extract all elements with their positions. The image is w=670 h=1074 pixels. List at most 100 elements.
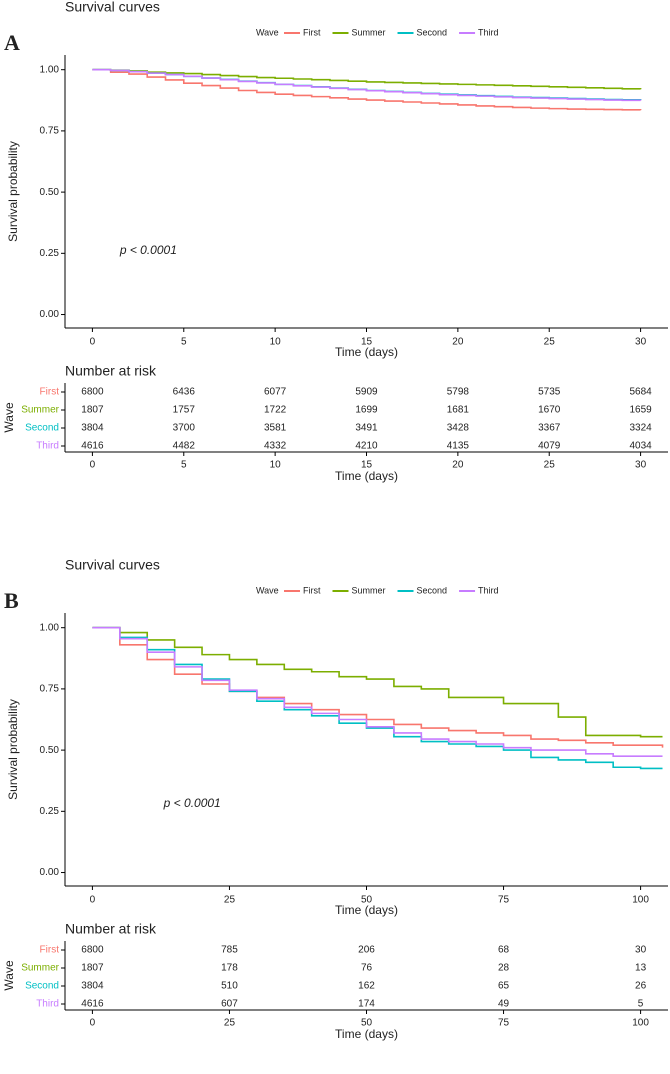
risk-count: 1681 [447, 405, 470, 416]
risk-count: 1807 [81, 963, 104, 974]
risk-count: 5 [638, 999, 644, 1010]
risk-count: 3491 [355, 423, 378, 434]
table-row-label: Second [25, 981, 59, 992]
risk-count: 4135 [447, 441, 470, 452]
table-x-tick-label: 50 [361, 1018, 373, 1029]
risk-count: 5909 [355, 387, 378, 398]
table-x-tick-label: 75 [498, 1018, 510, 1029]
risk-count: 510 [221, 981, 238, 992]
survival-curve [92, 626, 663, 738]
risk-count: 13 [635, 963, 647, 974]
table-x-tick-label: 10 [270, 460, 282, 471]
y-tick-label: 0.25 [40, 806, 60, 817]
x-tick-label: 30 [635, 337, 647, 348]
table-x-tick-label: 0 [90, 460, 96, 471]
risk-count: 607 [221, 999, 238, 1010]
risk-count: 174 [358, 999, 375, 1010]
y-tick-label: 0.75 [40, 126, 60, 137]
y-tick-label: 0.75 [40, 684, 60, 695]
x-tick-label: 0 [90, 337, 96, 348]
risk-count: 28 [498, 963, 510, 974]
risk-count: 1757 [173, 405, 196, 416]
legend-label: Third [478, 585, 499, 595]
risk-count: 68 [498, 945, 510, 956]
table-x-tick-label: 100 [632, 1018, 649, 1029]
p-value-annotation: p < 0.0001 [119, 243, 177, 257]
risk-count: 4616 [81, 441, 104, 452]
risk-count: 4034 [629, 441, 652, 452]
table-row-label: Summer [21, 405, 59, 416]
risk-count: 49 [498, 999, 510, 1010]
risk-count: 5735 [538, 387, 561, 398]
x-tick-label: 50 [361, 895, 373, 906]
risk-count: 162 [358, 981, 375, 992]
table-x-tick-label: 30 [635, 460, 647, 471]
risk-count: 65 [498, 981, 510, 992]
legend-label: Second [417, 27, 448, 37]
risk-count: 3324 [629, 423, 652, 434]
risk-count: 4482 [173, 441, 196, 452]
y-tick-label: 0.50 [40, 187, 60, 198]
table-row-label: Second [25, 423, 59, 434]
x-tick-label: 20 [452, 337, 464, 348]
x-tick-label: 0 [90, 895, 96, 906]
risk-count: 1659 [629, 405, 652, 416]
risk-count: 6436 [173, 387, 196, 398]
table-x-axis-label: Time (days) [335, 1027, 398, 1041]
risk-count: 3367 [538, 423, 561, 434]
x-tick-label: 5 [181, 337, 187, 348]
risk-count: 76 [361, 963, 373, 974]
x-tick-label: 15 [361, 337, 373, 348]
x-tick-label: 75 [498, 895, 510, 906]
survival-curve [92, 68, 642, 90]
legend-label: Summer [352, 27, 386, 37]
table-x-tick-label: 0 [90, 1018, 96, 1029]
chart-title: Survival curves [65, 557, 160, 573]
table-row-label: Third [36, 999, 59, 1010]
risk-count: 5798 [447, 387, 470, 398]
y-axis-label: Survival probability [6, 699, 20, 800]
risk-count: 3581 [264, 423, 287, 434]
y-tick-label: 1.00 [40, 64, 60, 75]
table-x-tick-label: 15 [361, 460, 373, 471]
risk-count: 785 [221, 945, 238, 956]
legend-label: First [303, 27, 321, 37]
x-tick-label: 10 [270, 337, 282, 348]
legend-label: Third [478, 27, 499, 37]
risk-count: 6077 [264, 387, 287, 398]
risk-count: 3804 [81, 423, 104, 434]
x-tick-label: 100 [632, 895, 649, 906]
panel-label: A [4, 30, 20, 55]
x-axis-label: Time (days) [335, 345, 398, 359]
table-row-label: Third [36, 441, 59, 452]
legend-label: Second [417, 585, 448, 595]
x-tick-label: 25 [224, 895, 236, 906]
risk-count: 4332 [264, 441, 287, 452]
table-row-label: First [40, 945, 60, 956]
risk-table-title: Number at risk [65, 921, 157, 937]
survival-curve [92, 68, 642, 111]
survival-curve [92, 626, 663, 758]
survival-curve [92, 68, 642, 102]
table-y-label: Wave [2, 402, 16, 433]
risk-count: 4079 [538, 441, 561, 452]
risk-count: 1670 [538, 405, 561, 416]
risk-count: 3700 [173, 423, 196, 434]
survival-curve [92, 626, 663, 770]
y-tick-label: 0.50 [40, 745, 60, 756]
chart-title: Survival curves [65, 0, 160, 15]
risk-count: 1807 [81, 405, 104, 416]
table-x-tick-label: 20 [452, 460, 464, 471]
x-tick-label: 25 [544, 337, 556, 348]
y-tick-label: 1.00 [40, 622, 60, 633]
risk-count: 30 [635, 945, 647, 956]
legend-title: Wave [256, 585, 279, 595]
legend-label: First [303, 585, 321, 595]
risk-table-title: Number at risk [65, 363, 157, 379]
risk-count: 4616 [81, 999, 104, 1010]
risk-count: 178 [221, 963, 238, 974]
survival-curve [92, 626, 664, 748]
risk-count: 4210 [355, 441, 378, 452]
p-value-annotation: p < 0.0001 [163, 796, 221, 810]
